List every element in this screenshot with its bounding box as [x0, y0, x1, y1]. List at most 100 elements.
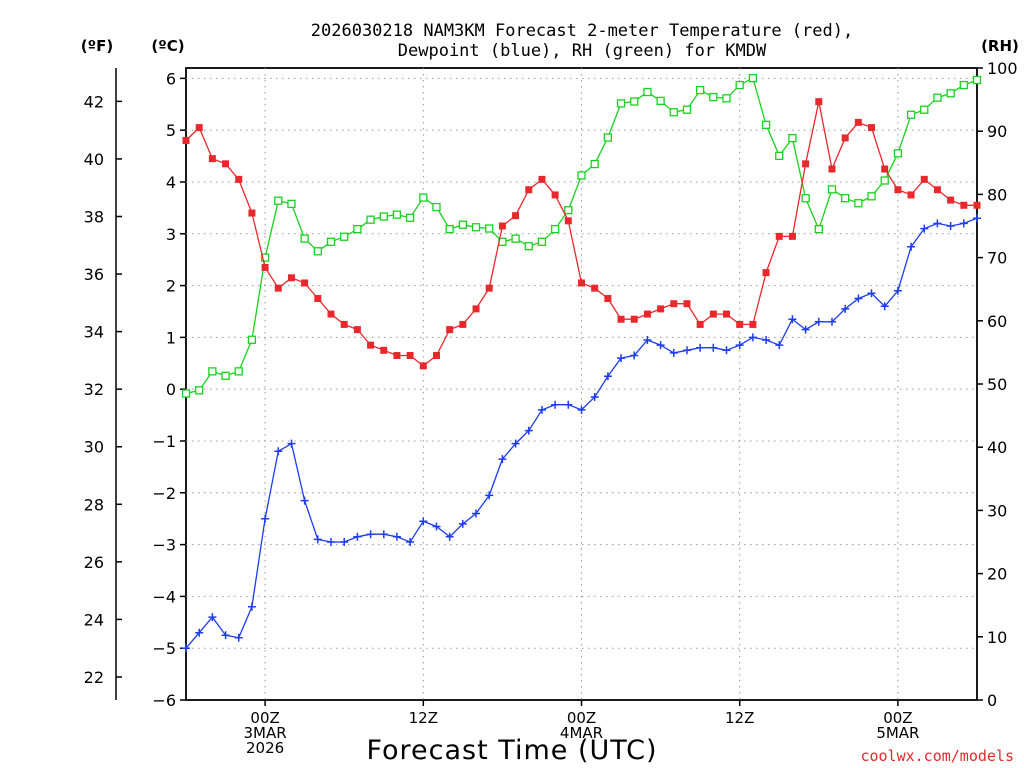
temperature-point	[222, 160, 230, 168]
temperature-point	[630, 315, 638, 323]
rh-point	[353, 225, 362, 234]
rh-point	[458, 220, 468, 229]
dewpoint-point	[696, 343, 705, 352]
rh-point	[841, 194, 850, 203]
rh-point	[260, 253, 270, 262]
temperature-point	[182, 137, 190, 145]
dewpoint-point	[880, 302, 889, 311]
rh-point	[735, 80, 744, 90]
temperature-point	[353, 326, 361, 334]
dewpoint-point	[406, 538, 415, 546]
dewpoint-point	[709, 343, 718, 352]
dewpoint-point	[274, 447, 283, 456]
rh-point	[485, 224, 494, 233]
celsius-tick-label: 0	[166, 380, 176, 399]
rh-unit-label: (RH)	[981, 37, 1019, 55]
rh-point	[445, 225, 454, 234]
dewpoint-point	[366, 530, 375, 539]
rh-point	[181, 389, 191, 398]
dewpoint-point	[656, 341, 665, 350]
dewpoint-point	[538, 405, 546, 414]
temperature-point	[235, 175, 243, 183]
temperature-point	[617, 315, 625, 323]
dewpoint-point	[854, 294, 863, 303]
celsius-tick-label: 3	[166, 225, 176, 244]
rh-point	[603, 133, 613, 142]
dewpoint-point	[603, 372, 612, 381]
temperature-point	[657, 305, 665, 313]
temperature-point	[933, 186, 941, 194]
rh-point	[959, 80, 968, 90]
temperature-point	[512, 212, 520, 220]
fahrenheit-tick-label: 26	[84, 553, 104, 572]
celsius-unit-label: (ºC)	[151, 37, 184, 55]
temperature-point	[340, 320, 348, 328]
temperature-point	[367, 341, 375, 349]
x-tick-label: 00Z	[250, 709, 279, 727]
dewpoint-point	[722, 346, 731, 355]
temperature-point	[459, 320, 467, 328]
rh-point	[195, 386, 204, 395]
rh-point	[379, 212, 388, 221]
rh-point	[432, 202, 441, 212]
temperature-point	[815, 98, 823, 106]
dewpoint-point	[182, 644, 190, 653]
temperature-point	[591, 284, 599, 292]
rh-point	[920, 105, 929, 114]
rh-point	[313, 247, 322, 256]
dewpoint-point	[524, 426, 533, 435]
rh-tick-label: 80	[987, 185, 1007, 204]
rh-point	[814, 225, 823, 234]
fahrenheit-tick-label: 24	[84, 610, 104, 629]
rh-point	[946, 89, 955, 98]
rh-point	[682, 105, 692, 114]
grid-lines	[186, 68, 977, 700]
temperature-point	[551, 191, 559, 199]
celsius-tick-label: −1	[152, 432, 176, 451]
dewpoint-point	[748, 333, 757, 342]
dewpoint-point	[577, 405, 586, 414]
temperature-point	[973, 201, 981, 209]
dewpoint-point	[195, 628, 204, 637]
rh-tick-label: 90	[987, 122, 1007, 141]
dewpoint-point	[221, 631, 230, 640]
temperature-point	[327, 310, 335, 318]
dewpoint-point	[472, 509, 480, 518]
rh-point	[630, 97, 639, 106]
dewpoint-point	[287, 439, 296, 448]
chart-title-line-1: 2026030218 NAM3KM Forecast 2-meter Tempe…	[311, 21, 853, 41]
temperature-point	[960, 201, 968, 209]
x-tick-label: 5MAR	[876, 724, 919, 742]
rh-point	[590, 159, 599, 169]
temperature-point	[261, 263, 269, 271]
fahrenheit-tick-label: 40	[84, 150, 104, 169]
temperature-point	[525, 186, 533, 194]
dewpoint-point	[762, 336, 771, 344]
x-tick-label: 12Z	[725, 709, 754, 727]
temperature-point	[920, 175, 928, 183]
rh-point	[761, 120, 771, 130]
fahrenheit-tick-label: 38	[84, 208, 104, 227]
axes-ticks: 6543210−1−2−3−4−5−6424038363432302826242…	[84, 59, 1018, 757]
temperature-point	[287, 274, 295, 282]
rh-point	[326, 237, 336, 246]
temperature-point	[446, 326, 454, 334]
rh-point	[775, 151, 784, 160]
temperature-point	[881, 165, 889, 173]
rh-tick-label: 50	[987, 375, 1007, 394]
rh-point	[933, 93, 942, 102]
dewpoint-point	[617, 354, 625, 363]
dewpoint-point	[841, 304, 850, 313]
rh-point	[893, 149, 903, 158]
x-tick-label: 00Z	[883, 709, 912, 727]
dewpoint-point	[564, 400, 573, 409]
temperature-point	[432, 352, 440, 360]
dewpoint-point	[643, 336, 652, 344]
temperature-point	[788, 232, 796, 240]
x-tick-label: 2026	[246, 739, 284, 757]
temperature-point	[749, 320, 757, 328]
dewpoint-point	[498, 455, 507, 464]
dewpoint-point	[946, 222, 955, 230]
dewpoint-point	[630, 351, 639, 360]
dewpoint-point	[683, 346, 691, 355]
